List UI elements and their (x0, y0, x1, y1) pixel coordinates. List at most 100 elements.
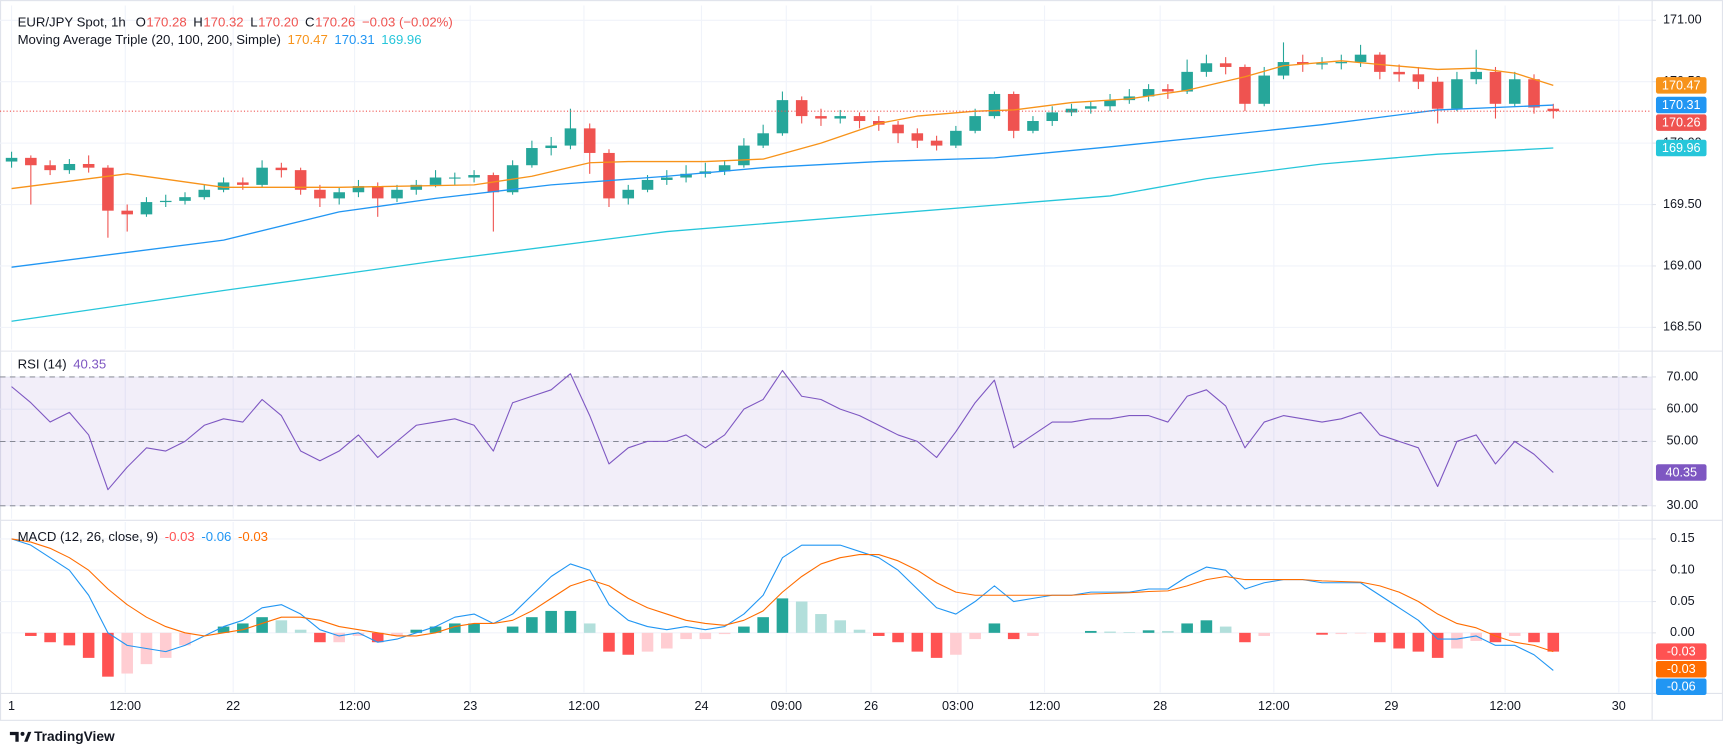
logo-dot (20, 731, 25, 736)
y-tick-label: 0.00 (1670, 625, 1695, 639)
candle-body (930, 140, 943, 146)
histogram-bar (930, 632, 943, 658)
legend-value: 170.31 (334, 32, 374, 47)
x-tick-label: 12:00 (1029, 699, 1061, 713)
histogram-bar (641, 632, 654, 652)
indicator-title: RSI (14) (18, 356, 67, 371)
candle-body (680, 173, 692, 178)
candle-body (179, 197, 191, 201)
candle-body (1316, 63, 1328, 65)
candle-body (198, 189, 211, 198)
histogram-bar (950, 632, 962, 655)
histogram-bar (25, 632, 37, 636)
candle-body (1489, 71, 1502, 104)
histogram-bar (1316, 632, 1328, 635)
y-tick-label: 60.00 (1667, 402, 1699, 416)
histogram-bar (680, 632, 692, 640)
ohlc-label: O (136, 15, 146, 30)
candle-body (815, 116, 827, 119)
histogram-bar (1142, 630, 1155, 633)
moving-average-line (11, 60, 1554, 190)
price-tag (1655, 139, 1707, 157)
price-tag (1655, 660, 1707, 678)
grid (0, 0, 1723, 721)
legend-value: 40.35 (73, 356, 106, 371)
candle-body (1451, 79, 1463, 109)
histogram-bar (1219, 626, 1232, 633)
x-tick-label: 30 (1612, 699, 1626, 713)
x-tick-label: 12:00 (1489, 699, 1521, 713)
y-tick-label: 70.00 (1667, 369, 1699, 383)
histogram-bar (892, 632, 904, 643)
histogram-bar (159, 632, 172, 658)
ohlc-value: 170.32 (203, 15, 243, 30)
x-tick-label: 29 (1384, 699, 1398, 713)
price-tag-label: 170.26 (1662, 116, 1701, 130)
histogram-bar (1470, 632, 1482, 641)
histogram-bar (1489, 632, 1502, 643)
histogram-bar (1258, 632, 1270, 636)
candle-body (776, 100, 789, 134)
histogram-bar (1181, 623, 1193, 633)
price-tag-label: -0.03 (1667, 645, 1696, 659)
x-tick-label: 03:00 (942, 699, 974, 713)
histogram-bar (352, 632, 365, 636)
legend-value: 170.47 (288, 32, 328, 47)
candle-body (275, 167, 288, 171)
candle-body (641, 179, 654, 190)
histogram-bar (506, 626, 519, 633)
candle-body (892, 124, 904, 134)
candle-body (911, 133, 924, 141)
histogram-bar (1547, 632, 1560, 652)
tradingview-logo (9, 731, 32, 742)
candle-body (256, 167, 268, 185)
histogram-bar (1431, 632, 1444, 658)
ohlc-value: 170.20 (258, 15, 298, 30)
price-tag (1655, 77, 1707, 94)
candle-body (314, 189, 326, 199)
price-tag (1655, 464, 1707, 481)
histogram-bar (1335, 632, 1348, 635)
x-tick-label: 12:00 (1258, 699, 1290, 713)
candle-body (1219, 63, 1232, 67)
y-tick-label: 0.10 (1670, 563, 1695, 577)
candle-body (82, 163, 95, 168)
candle-body (834, 116, 847, 119)
candle-body (661, 177, 673, 180)
histogram-bar (429, 626, 442, 633)
x-tick-label: 28 (1153, 699, 1167, 713)
x-tick-label: 09:00 (770, 699, 802, 713)
histogram-bar (294, 629, 307, 633)
price-tag (1655, 678, 1707, 696)
histogram-bar (1239, 632, 1251, 643)
candle-body (564, 128, 577, 146)
candle-body (429, 177, 442, 185)
candle-body (718, 165, 731, 172)
price-tag-label: 170.47 (1662, 78, 1701, 92)
candle-body (603, 152, 615, 199)
candle-body (1393, 71, 1405, 75)
x-tick-label: 12:00 (568, 699, 600, 713)
histogram-bar (391, 632, 403, 636)
candle-body (950, 130, 962, 146)
candle-body (1528, 79, 1540, 108)
candle-body (1508, 79, 1521, 104)
candle-body (757, 133, 769, 146)
histogram-bar (564, 610, 577, 633)
candle-body (1027, 121, 1039, 131)
histogram-bar (468, 623, 480, 633)
overlay: 1 12:00 22 12:00 23 12:00 24 09:00 26 03:00 12:00 2… (8, 13, 1707, 713)
candle-body (738, 145, 750, 166)
candle-body (1007, 93, 1020, 131)
candle-body (294, 170, 307, 190)
histogram-bar (1027, 632, 1039, 636)
legend-value: -0.03 (165, 529, 195, 544)
x-tick-label: 26 (864, 699, 878, 713)
histogram-bar (449, 623, 461, 633)
histogram-bar (1528, 632, 1540, 643)
candle-body (1104, 100, 1116, 107)
histogram-bar (333, 632, 345, 643)
histogram-bar (853, 629, 866, 633)
